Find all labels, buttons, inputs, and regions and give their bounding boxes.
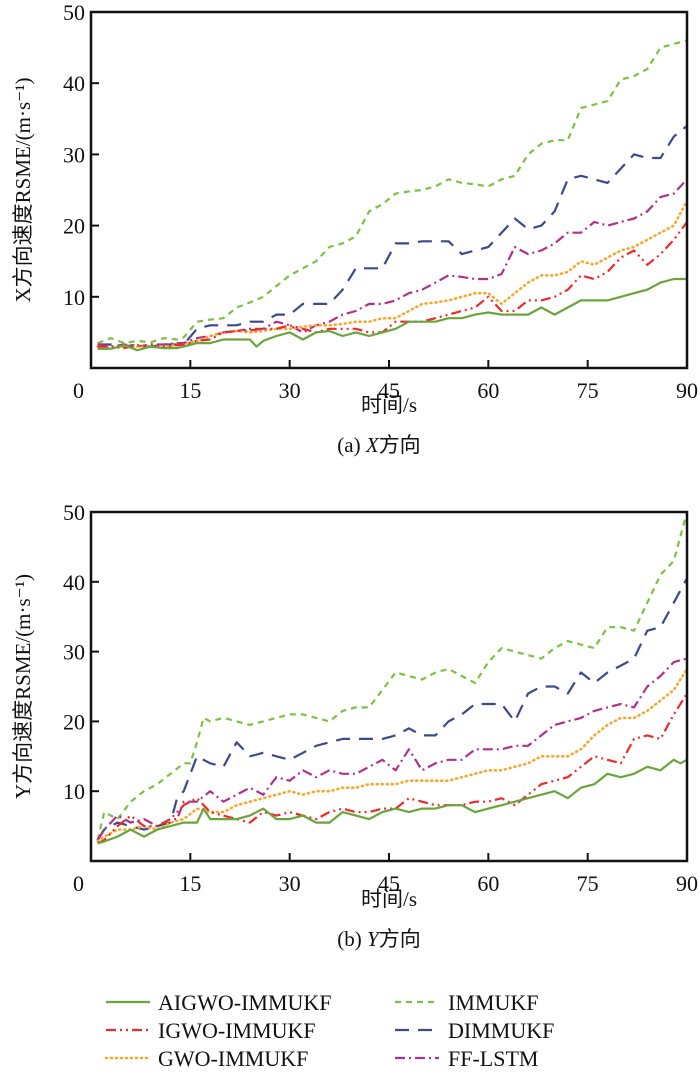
x-tick-label: 15 bbox=[179, 378, 201, 403]
legend-item-aigwo: AIGWO-IMMUKF bbox=[106, 990, 332, 1015]
legend-label: DIMMUKF bbox=[448, 1018, 554, 1043]
x-tick-label: 15 bbox=[179, 871, 201, 896]
series-line-igwo bbox=[97, 221, 687, 350]
plot-frame bbox=[89, 10, 689, 370]
legend-item-fflstm: FF-LSTM bbox=[395, 1046, 538, 1071]
y-tick-label: 30 bbox=[63, 142, 85, 167]
series-line-fflstm bbox=[97, 178, 687, 348]
panel-b-chart: 10 20 30 40 50 0 15 30 45 60 75 90 时间/s Y方向速度RSME/(m·… bbox=[11, 500, 698, 951]
series-line-gwo bbox=[96, 199, 687, 350]
x-tick-label: 30 bbox=[279, 871, 301, 896]
series-line-fflstm bbox=[96, 657, 687, 841]
series-line-aigwo bbox=[97, 758, 687, 845]
y-axis-title: X方向速度RSME/(m·s⁻¹) bbox=[11, 77, 35, 302]
panel-caption: (a) X方向 bbox=[337, 433, 420, 457]
series-group bbox=[96, 512, 687, 845]
series-line-dimmukf bbox=[97, 125, 687, 348]
y-tick-label: 20 bbox=[63, 709, 85, 734]
x-tick-label: 75 bbox=[577, 378, 599, 403]
legend-item-dimmukf: DIMMUKF bbox=[395, 1018, 554, 1043]
x-tick-label: 60 bbox=[477, 871, 499, 896]
x-tick-label: 30 bbox=[279, 378, 301, 403]
series-line-immukf bbox=[96, 512, 687, 841]
y-tick-label: 10 bbox=[63, 285, 85, 310]
legend-label: IGWO-IMMUKF bbox=[158, 1018, 316, 1043]
series-line-aigwo bbox=[97, 277, 687, 352]
x-tick-label: 0 bbox=[73, 378, 84, 403]
x-tick-label: 90 bbox=[676, 871, 698, 896]
y-tick-label: 50 bbox=[63, 0, 85, 25]
series-line-gwo bbox=[96, 667, 687, 843]
panel-caption: (b) Y方向 bbox=[337, 927, 420, 951]
y-axis-title: Y方向速度RSME/(m·s⁻¹) bbox=[11, 574, 35, 799]
panel-a-chart: 10 20 30 40 50 0 15 30 45 60 75 90 时间/s X方向速度RSME/(m·… bbox=[11, 0, 698, 457]
x-tick-label: 75 bbox=[577, 871, 599, 896]
y-tick-label: 50 bbox=[63, 500, 85, 525]
series-line-dimmukf bbox=[96, 577, 687, 841]
series-group bbox=[96, 39, 687, 352]
x-tick-label: 90 bbox=[676, 378, 698, 403]
x-tick-label: 0 bbox=[73, 871, 84, 896]
series-line-igwo bbox=[97, 692, 687, 845]
legend-item-igwo: IGWO-IMMUKF bbox=[106, 1018, 316, 1043]
x-axis-title: 时间/s bbox=[361, 887, 417, 911]
legend-label: IMMUKF bbox=[448, 990, 538, 1015]
y-tick-label: 40 bbox=[63, 71, 85, 96]
x-tick-label: 60 bbox=[477, 378, 499, 403]
y-tick-label: 10 bbox=[63, 779, 85, 804]
legend-label: AIGWO-IMMUKF bbox=[158, 990, 332, 1015]
legend-item-gwo: GWO-IMMUKF bbox=[104, 1046, 308, 1071]
y-tick-label: 40 bbox=[63, 570, 85, 595]
legend-label: GWO-IMMUKF bbox=[158, 1046, 308, 1071]
series-line-immukf bbox=[97, 39, 687, 345]
legend-label: FF-LSTM bbox=[448, 1046, 538, 1071]
y-tick-label: 30 bbox=[63, 640, 85, 665]
legend: AIGWO-IMMUKF IMMUKF IGWO-IMMUKF DIMMUKF GWO-… bbox=[104, 990, 554, 1071]
x-tick-label: 45 bbox=[378, 378, 400, 403]
x-axis-title: 时间/s bbox=[361, 393, 417, 417]
legend-item-immukf: IMMUKF bbox=[395, 990, 538, 1015]
x-tick-label: 45 bbox=[378, 871, 400, 896]
y-tick-label: 20 bbox=[63, 214, 85, 239]
